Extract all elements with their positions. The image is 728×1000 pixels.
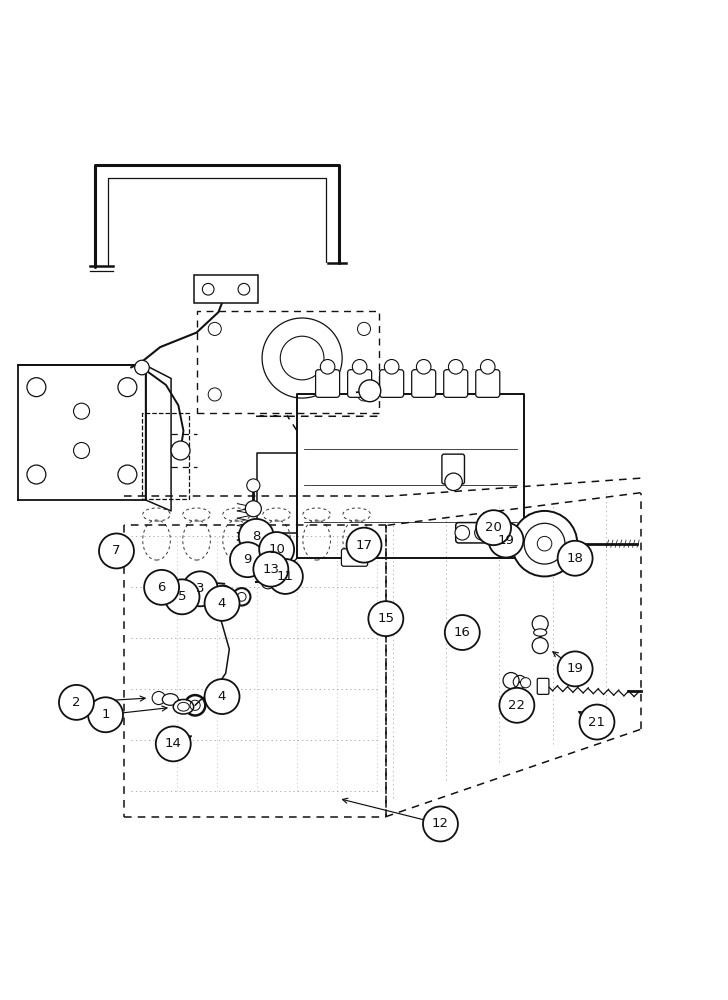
Circle shape (278, 566, 293, 580)
Text: 4: 4 (218, 597, 226, 610)
Text: 2: 2 (72, 696, 81, 709)
Text: 21: 21 (588, 716, 606, 729)
Circle shape (352, 359, 367, 374)
Circle shape (558, 651, 593, 686)
Text: 6: 6 (157, 581, 166, 594)
Circle shape (558, 541, 593, 576)
Text: 10: 10 (268, 543, 285, 556)
Circle shape (347, 528, 381, 563)
Circle shape (448, 359, 463, 374)
FancyBboxPatch shape (476, 370, 499, 397)
Text: 19: 19 (566, 662, 584, 675)
FancyBboxPatch shape (194, 275, 258, 303)
FancyBboxPatch shape (316, 370, 339, 397)
Circle shape (253, 552, 288, 587)
Circle shape (423, 806, 458, 841)
Text: 1: 1 (101, 708, 110, 721)
Text: 9: 9 (243, 553, 252, 566)
Circle shape (320, 359, 335, 374)
Text: 17: 17 (355, 539, 373, 552)
Circle shape (455, 525, 470, 540)
Ellipse shape (162, 694, 178, 705)
Circle shape (488, 523, 523, 558)
Text: 16: 16 (454, 626, 471, 639)
Ellipse shape (260, 543, 276, 552)
Circle shape (532, 638, 548, 654)
Circle shape (480, 359, 495, 374)
Circle shape (579, 705, 614, 740)
Text: 11: 11 (277, 570, 294, 583)
Circle shape (135, 360, 149, 375)
Circle shape (156, 726, 191, 761)
Circle shape (247, 479, 260, 492)
Text: 4: 4 (218, 690, 226, 703)
FancyBboxPatch shape (203, 587, 228, 603)
FancyBboxPatch shape (348, 370, 371, 397)
Circle shape (261, 576, 274, 589)
FancyBboxPatch shape (456, 523, 496, 543)
Circle shape (88, 697, 123, 732)
Circle shape (476, 510, 511, 545)
Circle shape (416, 359, 431, 374)
FancyBboxPatch shape (341, 549, 368, 566)
Circle shape (215, 585, 232, 601)
Circle shape (532, 616, 548, 632)
Circle shape (445, 615, 480, 650)
Text: 19: 19 (497, 534, 515, 547)
Text: 5: 5 (178, 590, 186, 603)
Text: 14: 14 (165, 737, 182, 750)
FancyBboxPatch shape (380, 370, 403, 397)
Circle shape (259, 532, 294, 567)
Circle shape (245, 501, 261, 517)
Circle shape (445, 473, 462, 491)
Circle shape (189, 572, 207, 591)
Text: 12: 12 (432, 817, 449, 830)
Text: 13: 13 (262, 563, 280, 576)
Circle shape (503, 673, 519, 689)
Text: 7: 7 (112, 544, 121, 557)
Circle shape (475, 525, 489, 540)
Circle shape (165, 579, 199, 614)
Circle shape (59, 685, 94, 720)
Circle shape (183, 571, 218, 606)
FancyBboxPatch shape (537, 678, 549, 694)
Text: 15: 15 (377, 612, 395, 625)
Circle shape (239, 519, 274, 554)
FancyBboxPatch shape (443, 370, 467, 397)
Ellipse shape (534, 629, 547, 636)
Circle shape (152, 691, 165, 705)
FancyBboxPatch shape (412, 370, 435, 397)
Circle shape (499, 688, 534, 723)
Circle shape (384, 359, 399, 374)
Circle shape (205, 586, 240, 621)
Circle shape (205, 679, 240, 714)
Circle shape (268, 559, 303, 594)
Circle shape (255, 566, 269, 580)
Circle shape (144, 570, 179, 605)
Text: 22: 22 (508, 699, 526, 712)
Ellipse shape (173, 699, 194, 714)
Circle shape (368, 601, 403, 636)
Circle shape (99, 533, 134, 568)
Text: 20: 20 (485, 521, 502, 534)
Text: 3: 3 (196, 582, 205, 595)
Circle shape (512, 511, 577, 576)
Circle shape (230, 542, 265, 577)
Text: 18: 18 (566, 552, 584, 565)
Circle shape (171, 441, 190, 460)
Circle shape (359, 380, 381, 402)
Text: 8: 8 (252, 530, 261, 543)
FancyBboxPatch shape (442, 454, 464, 484)
Circle shape (521, 678, 531, 688)
